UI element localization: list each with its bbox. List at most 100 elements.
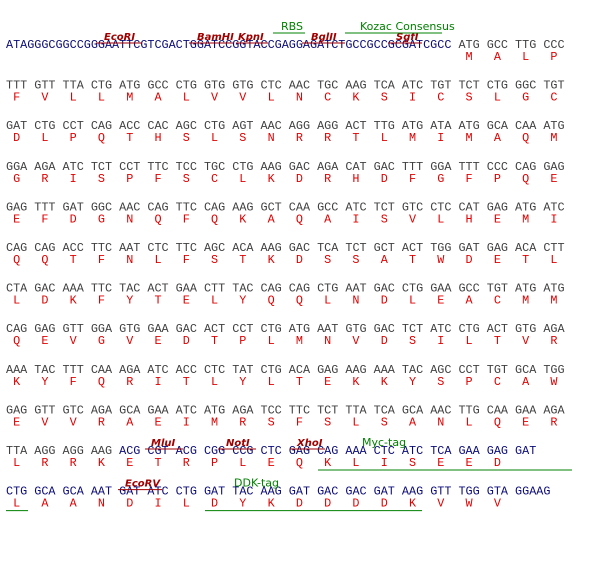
codon: CCT: [63, 119, 84, 133]
codon: AGA: [232, 403, 254, 417]
amino-acid: E: [494, 212, 501, 226]
amino-acid: F: [98, 294, 105, 308]
codon: TTC: [289, 403, 310, 417]
amino-acid: A: [41, 497, 49, 511]
codon: TGT: [487, 363, 508, 377]
amino-acid: A: [409, 415, 417, 429]
codon: TCA: [374, 403, 396, 417]
amino-acid: Y: [239, 294, 246, 308]
codon: GGAAG: [515, 485, 550, 499]
amino-acid: A: [466, 294, 474, 308]
codon: CTG: [317, 282, 338, 296]
codon: TCC: [176, 160, 197, 174]
codon: ATC: [543, 200, 564, 214]
amino-acid: D: [296, 497, 303, 511]
codon: CTC: [147, 241, 168, 255]
amino-acid: T: [126, 131, 133, 145]
codon: CAT: [458, 200, 479, 214]
codon: CTG: [487, 79, 508, 93]
codon: TCC: [261, 403, 282, 417]
codon: GAT: [374, 485, 395, 499]
amino-acid: D: [296, 172, 303, 186]
amino-acid: F: [183, 212, 190, 226]
codon: GAG: [487, 444, 508, 458]
codon: GAC: [374, 160, 395, 174]
amino-acid: L: [211, 375, 218, 389]
amino-acid: F: [296, 415, 303, 429]
codon: GAG: [6, 403, 27, 417]
amino-acid: R: [41, 172, 48, 186]
codon: CAG: [261, 282, 282, 296]
amino-acid: F: [183, 253, 190, 267]
amino-acid: A: [494, 131, 502, 145]
amino-acid: L: [13, 294, 20, 308]
amino-acid: I: [154, 497, 161, 511]
codon: TAC: [34, 363, 55, 377]
amino-acid: S: [98, 172, 105, 186]
codon: GAC: [345, 485, 366, 499]
annotation: KpnI: [238, 32, 264, 43]
codon: AAG: [345, 79, 366, 93]
amino-acid: R: [70, 456, 77, 470]
codon: GGA: [6, 160, 28, 174]
codon: ATG: [515, 282, 536, 296]
amino-acid: I: [550, 212, 557, 226]
codon: GCA: [487, 119, 509, 133]
amino-acid: Q: [13, 253, 20, 267]
amino-acid: P: [550, 50, 557, 64]
codon: AAT: [91, 485, 112, 499]
codon: ATG: [119, 79, 140, 93]
codon: TGC: [204, 160, 225, 174]
amino-acid: R: [98, 415, 105, 429]
codon: GAA: [515, 403, 537, 417]
codon: CCC: [487, 160, 508, 174]
codon: GAT: [6, 119, 27, 133]
amino-acid: I: [154, 375, 161, 389]
amino-acid: V: [239, 91, 247, 105]
amino-acid: L: [98, 91, 105, 105]
codon: ATA: [430, 119, 452, 133]
amino-acid: T: [211, 334, 218, 348]
amino-acid: L: [183, 91, 190, 105]
codon: AGC: [176, 119, 197, 133]
amino-acid: L: [466, 334, 473, 348]
amino-acid: D: [296, 253, 303, 267]
amino-acid: L: [324, 294, 331, 308]
amino-acid: E: [522, 415, 529, 429]
amino-acid: F: [70, 375, 77, 389]
annotation: DDK-tag: [234, 477, 279, 490]
codon: GTG: [204, 79, 225, 93]
amino-acid: M: [522, 294, 529, 308]
amino-acid: Y: [41, 375, 48, 389]
amino-acid: E: [154, 334, 161, 348]
amino-acid: E: [13, 212, 20, 226]
codon: AAG: [402, 485, 423, 499]
amino-acid: M: [466, 131, 473, 145]
codon: GAC: [289, 241, 310, 255]
amino-acid: K: [239, 212, 247, 226]
codon: AAA: [374, 363, 396, 377]
codon: CCT: [119, 160, 140, 174]
codon: CAG: [515, 160, 536, 174]
amino-acid: A: [381, 253, 389, 267]
codon: ATC: [147, 485, 168, 499]
amino-acid: E: [126, 456, 133, 470]
codon: AAA: [345, 444, 367, 458]
amino-acid: T: [183, 375, 190, 389]
annotation: MluI: [151, 438, 175, 449]
amino-acid: L: [41, 131, 48, 145]
codon: ACT: [345, 119, 366, 133]
amino-acid: K: [268, 172, 276, 186]
codon: TCA: [430, 444, 452, 458]
codon: GTT: [430, 485, 451, 499]
codon: GAT: [63, 200, 84, 214]
amino-acid: M: [550, 131, 557, 145]
amino-acid: L: [522, 50, 529, 64]
codon: CGG: [204, 444, 225, 458]
codon: GCC: [487, 38, 508, 52]
amino-acid: L: [268, 334, 275, 348]
amino-acid: W: [437, 253, 445, 267]
amino-acid: E: [550, 172, 557, 186]
amino-acid: S: [409, 456, 416, 470]
codon: ATC: [402, 79, 423, 93]
